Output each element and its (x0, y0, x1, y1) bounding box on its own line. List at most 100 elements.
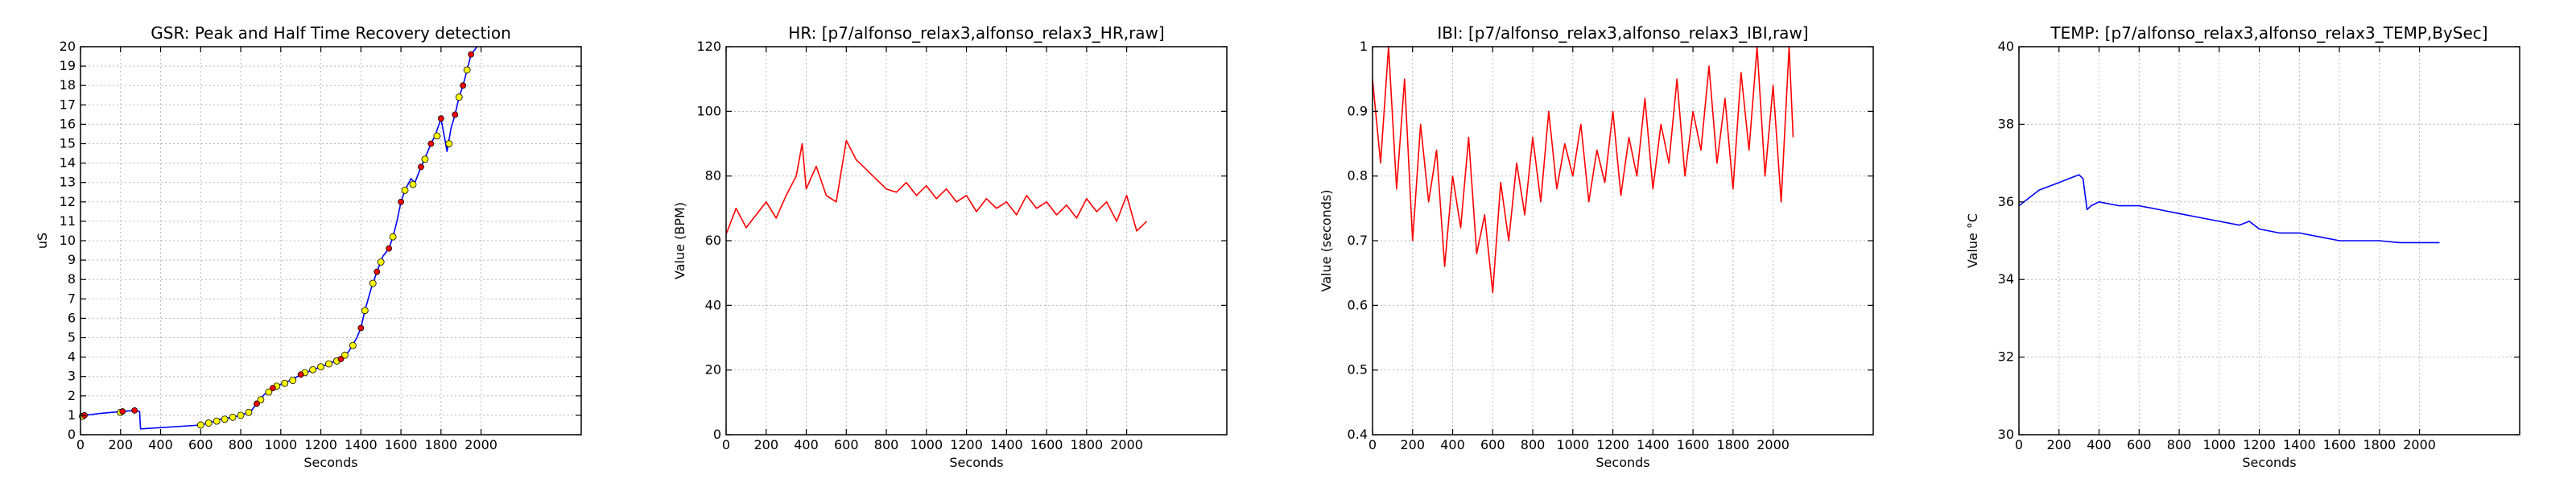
half-recovery-marker (281, 379, 289, 387)
half-recovery-marker (369, 279, 377, 287)
half-recovery-marker (433, 132, 441, 140)
x-tick-label: 2000 (2403, 437, 2436, 452)
x-tick-label: 1800 (2363, 437, 2396, 452)
peak-marker (386, 245, 393, 252)
half-recovery-marker (349, 341, 357, 349)
half-recovery-marker (377, 258, 385, 266)
x-tick-label: 0 (2015, 437, 2023, 452)
x-tick-label: 800 (229, 437, 254, 452)
half-recovery-marker (455, 93, 463, 101)
chart-title: GSR: Peak and Half Time Recovery detecti… (151, 23, 511, 43)
peak-marker (119, 408, 126, 415)
x-tick-label: 1000 (264, 437, 297, 452)
y-tick-label: 9 (68, 252, 76, 267)
y-tick-label: 100 (696, 103, 721, 118)
half-recovery-marker (421, 155, 429, 163)
half-recovery-marker (257, 396, 265, 404)
peak-marker (418, 163, 424, 171)
x-tick-label: 200 (1400, 437, 1425, 452)
y-tick-label: 18 (60, 77, 76, 93)
y-tick-label: 8 (68, 271, 76, 287)
x-tick-label: 800 (2167, 437, 2192, 452)
y-axis-label: Value (BPM) (672, 202, 687, 279)
x-tick-label: 1400 (990, 437, 1023, 452)
half-recovery-marker (229, 413, 237, 421)
y-tick-label: 0.8 (1348, 168, 1368, 184)
peak-marker (357, 324, 365, 332)
x-tick-label: 1200 (950, 437, 983, 452)
series-line-0 (725, 139, 1148, 235)
y-tick-label: 6 (68, 310, 76, 325)
x-tick-label: 800 (1521, 437, 1546, 452)
y-tick-label: 36 (1998, 194, 2014, 209)
half-recovery-marker (445, 140, 453, 147)
y-tick-label: 38 (1998, 116, 2014, 131)
x-tick-label: 1400 (2283, 437, 2316, 452)
half-recovery-marker (401, 186, 409, 194)
y-tick-label: 34 (1998, 271, 2014, 287)
peak-marker (452, 111, 459, 118)
y-tick-label: 7 (68, 291, 76, 306)
y-tick-label: 10 (60, 233, 76, 248)
y-tick-label: 16 (60, 116, 76, 131)
half-recovery-marker (237, 411, 245, 419)
peak-marker (398, 198, 404, 205)
x-axis-label: Seconds (949, 455, 1003, 470)
x-tick-label: 0 (1368, 437, 1377, 452)
y-axis-label: Value (seconds) (1319, 190, 1334, 292)
y-tick-label: 120 (696, 39, 721, 54)
x-tick-label: 1400 (345, 437, 378, 452)
half-recovery-marker (204, 419, 213, 427)
peak-marker (427, 140, 435, 147)
y-tick-label: 20 (705, 362, 721, 378)
y-tick-label: 17 (60, 97, 76, 112)
x-tick-label: 1200 (2243, 437, 2276, 452)
y-axis-label: uS (35, 233, 50, 249)
half-recovery-marker (463, 66, 471, 74)
half-recovery-marker (325, 360, 332, 368)
x-tick-label: 1600 (1677, 437, 1710, 452)
peak-marker (460, 82, 467, 89)
peak-marker (337, 356, 345, 362)
y-tick-label: 4 (68, 349, 76, 365)
x-axis-label: Seconds (303, 455, 357, 470)
series-line-0 (2018, 174, 2440, 244)
half-recovery-marker (317, 363, 324, 371)
series-line-0 (80, 46, 478, 430)
x-tick-label: 1200 (1596, 437, 1629, 452)
half-recovery-marker (221, 415, 229, 423)
x-tick-label: 200 (2046, 437, 2071, 452)
peak-marker (254, 400, 260, 407)
half-recovery-marker (309, 365, 317, 374)
y-tick-label: 3 (68, 369, 76, 384)
x-tick-label: 400 (148, 437, 173, 452)
x-tick-label: 0 (722, 437, 730, 452)
x-tick-label: 200 (108, 437, 133, 452)
x-tick-label: 1800 (424, 437, 457, 452)
x-tick-label: 600 (188, 437, 213, 452)
y-tick-label: 30 (1998, 427, 2014, 442)
series-line-0 (1372, 46, 1794, 294)
chart-ibi: 0 200 400 600 800 1000 1200 1400 1600 1800 2000 0.4… (1319, 23, 1874, 470)
chart-gsr: 0 200 400 600 800 1000 1200 1400 1600 1800 2000012… (35, 23, 582, 470)
x-tick-label: 1000 (910, 437, 943, 452)
half-recovery-marker (389, 233, 397, 241)
half-recovery-marker (409, 180, 417, 188)
x-axis-label: Seconds (1596, 455, 1649, 470)
x-tick-label: 2000 (464, 437, 497, 452)
chart-hr: 0 200 400 600 800 1000 1200 1400 1600 1800 2000 0 20… (672, 23, 1228, 470)
x-tick-label: 600 (834, 437, 859, 452)
chart-title: HR: [p7/alfonso_relax3,alfonso_relax3_HR… (788, 23, 1164, 43)
y-tick-label: 0.9 (1348, 103, 1368, 118)
peak-marker (297, 371, 304, 378)
y-tick-label: 15 (60, 136, 76, 151)
y-tick-label: 32 (1998, 349, 2014, 365)
half-recovery-marker (341, 351, 349, 359)
plot-frame (2018, 46, 2520, 436)
x-tick-label: 1600 (2323, 437, 2356, 452)
half-recovery-marker (213, 417, 221, 425)
x-tick-label: 400 (794, 437, 819, 452)
half-recovery-marker (361, 307, 369, 315)
x-tick-label: 1400 (1637, 437, 1670, 452)
half-recovery-marker (265, 388, 273, 396)
